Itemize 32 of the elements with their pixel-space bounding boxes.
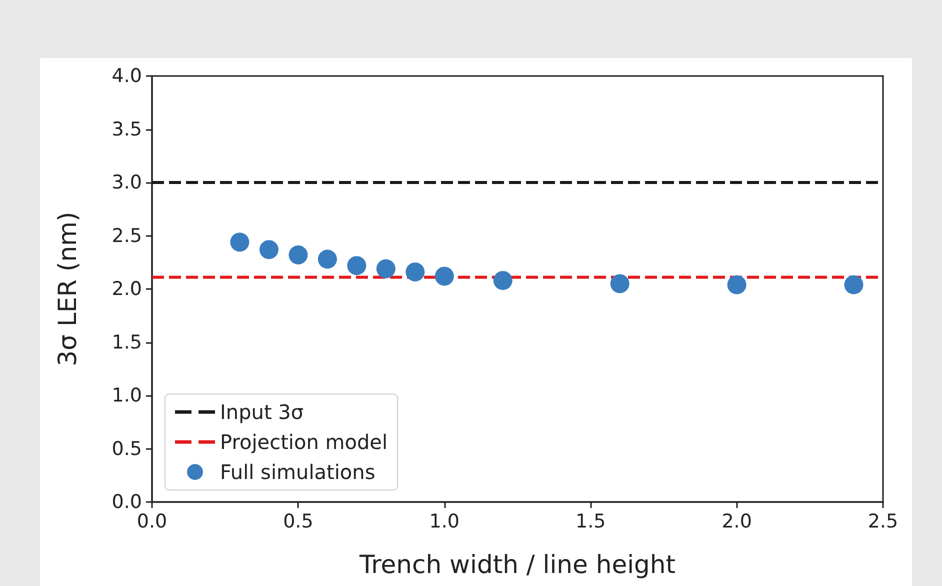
point [376,259,396,278]
y-tick-label: 0.5 [112,438,142,460]
y-axis-title: 3σ LER (nm) [53,212,82,366]
point [259,240,278,260]
point [288,245,308,264]
point [406,262,425,282]
point [230,232,250,252]
point [844,275,864,294]
y-tick-label: 1.0 [112,384,142,406]
y-tick-label: 0.0 [112,491,142,513]
x-axis-title: Trench width / line height [358,550,676,579]
point [727,275,746,294]
y-tick-label: 4.0 [112,65,142,87]
point [347,256,366,276]
point [434,266,454,286]
x-tick-label: 2.5 [868,510,898,532]
legend-label: Full simulations [220,460,376,484]
y-tick-label: 2.0 [112,278,142,300]
x-tick-label: 0.5 [283,510,314,532]
x-tick-label: 1.5 [575,510,606,532]
x-tick-label: 0.0 [136,510,168,532]
point [493,270,512,290]
point [318,250,337,269]
y-tick-label: 2.5 [112,224,142,247]
legend-label: Input 3σ [220,400,304,424]
y-tick-label: 3.0 [112,172,142,194]
point [610,274,630,294]
x-tick-label: 2.0 [722,510,752,532]
legend-label: Projection model [220,430,388,454]
x-tick-label: 1.0 [429,510,460,532]
y-tick-label: 3.5 [112,118,142,140]
y-tick-label: 1.5 [112,331,142,354]
